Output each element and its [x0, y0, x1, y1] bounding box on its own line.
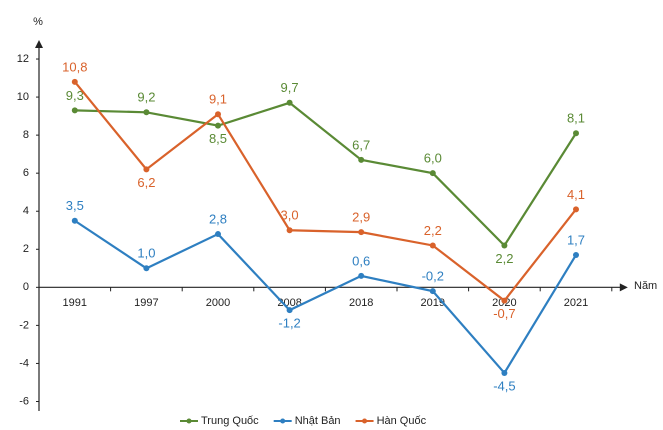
data-point [215, 111, 221, 118]
y-tick-label: 8 [23, 129, 29, 141]
data-point [429, 170, 436, 177]
value-label: 6,7 [352, 137, 370, 152]
data-point [429, 242, 436, 249]
value-label: 2,9 [352, 210, 370, 225]
value-label: 2,2 [495, 251, 513, 266]
value-label: -4,5 [493, 378, 515, 393]
y-tick-label: -4 [19, 357, 29, 369]
value-label: -0,7 [493, 306, 515, 321]
data-point [573, 130, 579, 137]
data-point [286, 307, 293, 314]
data-point [573, 206, 579, 213]
data-point [71, 217, 78, 224]
y-tick-label: -2 [19, 319, 29, 331]
data-point [501, 242, 508, 249]
value-label: 6,0 [424, 151, 442, 166]
x-tick-label: 2021 [564, 297, 588, 309]
data-point [429, 288, 436, 295]
series-line [74, 101, 577, 248]
data-point [358, 272, 365, 279]
x-tick-label: 2000 [206, 297, 230, 309]
legend-label: Hàn Quốc [377, 415, 427, 427]
legend-marker [362, 418, 368, 424]
value-label: 9,7 [281, 80, 299, 95]
value-label: -0,2 [422, 269, 444, 284]
value-label: 6,2 [137, 175, 155, 190]
x-axis-arrow [619, 283, 628, 292]
data-point [143, 109, 150, 116]
x-axis-label: Năm [634, 280, 657, 292]
y-tick-label: 0 [23, 281, 29, 293]
y-tick-label: 12 [17, 53, 29, 65]
data-point [573, 251, 579, 258]
value-label: 4,1 [567, 187, 585, 202]
value-label: 8,5 [209, 131, 227, 146]
value-label: 9,1 [209, 92, 227, 107]
value-label: 9,2 [137, 90, 155, 105]
value-label: 1,0 [137, 246, 155, 261]
value-label: 2,8 [209, 211, 227, 226]
y-tick-label: 6 [23, 167, 29, 179]
value-label: 8,1 [567, 111, 585, 126]
series-line [74, 219, 577, 375]
data-point [358, 156, 365, 163]
data-point [358, 229, 365, 236]
x-tick-label: 2019 [421, 297, 445, 309]
value-label: 10,8 [62, 59, 87, 74]
x-tick-label: 1997 [134, 297, 158, 309]
data-point [286, 99, 293, 106]
data-point [215, 122, 221, 129]
value-label: 9,3 [66, 88, 84, 103]
value-label: 3,5 [66, 198, 84, 213]
y-axis-label: % [33, 16, 43, 28]
value-label: 3,0 [281, 208, 299, 223]
data-point [143, 265, 150, 272]
x-tick-label: 2018 [349, 297, 373, 309]
legend-marker [186, 418, 192, 424]
y-tick-label: 2 [23, 243, 29, 255]
legend-label: Nhật Bản [295, 415, 341, 427]
data-point [501, 369, 508, 376]
value-label: 0,6 [352, 253, 370, 268]
data-point [71, 78, 78, 85]
data-point [71, 107, 78, 114]
y-tick-label: 10 [17, 91, 29, 103]
data-point [143, 166, 150, 173]
data-point [501, 297, 508, 304]
legend-marker [280, 418, 286, 424]
y-axis-arrow [35, 40, 43, 48]
legend-label: Trung Quốc [201, 415, 259, 427]
y-tick-label: 4 [23, 205, 29, 217]
data-point [215, 231, 221, 238]
data-point [286, 227, 293, 234]
value-label: 1,7 [567, 232, 585, 247]
series-line [73, 81, 577, 303]
y-tick-label: -6 [19, 395, 29, 407]
x-tick-label: 1991 [63, 297, 87, 309]
value-label: -1,2 [278, 316, 300, 331]
value-label: 2,2 [424, 223, 442, 238]
